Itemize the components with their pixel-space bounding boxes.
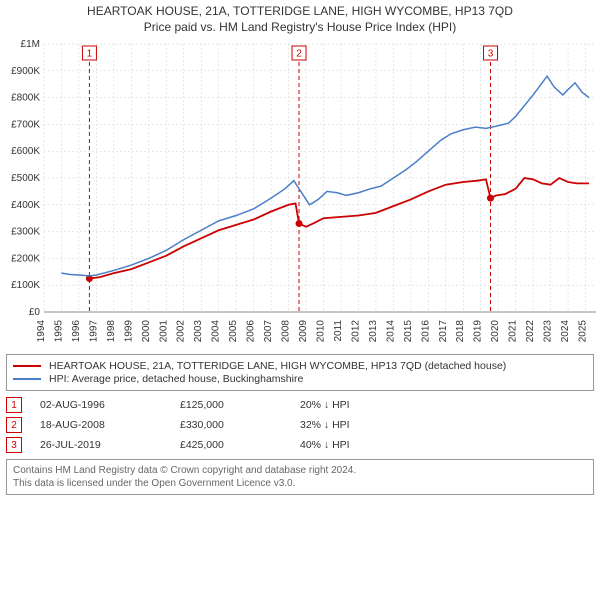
x-tick-label: 2007 — [263, 320, 274, 343]
event-delta: 32% ↓ HPI — [300, 419, 350, 431]
legend-label: HEARTOAK HOUSE, 21A, TOTTERIDGE LANE, HI… — [49, 360, 506, 372]
y-tick-label: £900K — [11, 66, 40, 77]
footer-line-1: Contains HM Land Registry data © Crown c… — [13, 464, 587, 477]
x-tick-label: 2014 — [385, 320, 396, 343]
x-tick-label: 2005 — [228, 320, 239, 343]
x-tick-label: 2011 — [333, 320, 344, 342]
chart-area: £0 £100K £200K £300K £400K £500K £600K £700K £80… — [0, 40, 600, 350]
x-tick-label: 2009 — [298, 320, 309, 343]
x-tick-label: 2006 — [246, 320, 257, 343]
chart-title: HEARTOAK HOUSE, 21A, TOTTERIDGE LANE, HI… — [0, 4, 600, 18]
x-tick-label: 2013 — [368, 320, 379, 343]
x-tick-label: 2016 — [420, 320, 431, 343]
x-tick-label: 2021 — [508, 320, 519, 343]
event-date: 02-AUG-1996 — [40, 399, 180, 411]
x-tick-label: 2002 — [176, 320, 187, 343]
y-tick-label: £600K — [11, 146, 40, 157]
y-tick-label: £0 — [29, 307, 41, 318]
x-tick-label: 2001 — [158, 320, 169, 343]
x-tick-label: 2008 — [281, 320, 292, 343]
y-tick-label: £1M — [21, 40, 40, 50]
y-tick-label: £200K — [11, 253, 40, 264]
event-price: £425,000 — [180, 439, 300, 451]
x-tick-label: 2003 — [193, 320, 204, 343]
x-tick-label: 1999 — [123, 320, 134, 343]
y-tick-label: £700K — [11, 119, 40, 130]
event-date: 18-AUG-2008 — [40, 419, 180, 431]
legend-swatch — [13, 378, 41, 380]
title-block: HEARTOAK HOUSE, 21A, TOTTERIDGE LANE, HI… — [0, 4, 600, 34]
x-tick-label: 1995 — [53, 320, 64, 343]
x-tick-label: 2020 — [490, 320, 501, 343]
attribution-footer: Contains HM Land Registry data © Crown c… — [6, 459, 594, 495]
event-row: 2 18-AUG-2008£330,00032% ↓ HPI — [6, 417, 594, 433]
x-tick-label: 2019 — [473, 320, 484, 343]
event-marker-number: 3 — [488, 49, 494, 60]
x-tick-label: 2022 — [525, 320, 536, 343]
x-tick-label: 2000 — [141, 320, 152, 343]
y-tick-label: £800K — [11, 93, 40, 104]
x-tick-label: 1997 — [88, 320, 99, 343]
y-tick-label: £100K — [11, 280, 40, 291]
x-tick-label: 1998 — [106, 320, 117, 343]
event-date: 26-JUL-2019 — [40, 439, 180, 451]
event-price: £330,000 — [180, 419, 300, 431]
event-row: 1 02-AUG-1996£125,00020% ↓ HPI — [6, 397, 594, 413]
event-delta: 20% ↓ HPI — [300, 399, 350, 411]
x-tick-label: 2015 — [403, 320, 414, 343]
x-tick-label: 2018 — [455, 320, 466, 343]
x-tick-label: 2010 — [315, 320, 326, 343]
event-marker-number: 1 — [87, 49, 93, 60]
y-tick-label: £400K — [11, 200, 40, 211]
events-table: 1 02-AUG-1996£125,00020% ↓ HPI 2 18-AUG-200… — [6, 397, 594, 453]
chart-subtitle: Price paid vs. HM Land Registry's House … — [0, 20, 600, 34]
series-marker — [487, 195, 494, 202]
event-marker: 3 — [6, 437, 22, 453]
legend: HEARTOAK HOUSE, 21A, TOTTERIDGE LANE, HI… — [6, 354, 594, 391]
x-tick-label: 2024 — [560, 320, 571, 343]
legend-swatch — [13, 365, 41, 367]
legend-item: HEARTOAK HOUSE, 21A, TOTTERIDGE LANE, HI… — [13, 360, 587, 372]
x-tick-label: 1994 — [36, 320, 47, 343]
y-tick-label: £500K — [11, 173, 40, 184]
event-row: 3 26-JUL-2019£425,00040% ↓ HPI — [6, 437, 594, 453]
x-tick-label: 2012 — [350, 320, 361, 343]
x-tick-label: 2017 — [438, 320, 449, 343]
line-chart: £0 £100K £200K £300K £400K £500K £600K £700K £80… — [0, 40, 600, 350]
series-marker — [296, 220, 303, 227]
event-marker: 1 — [6, 397, 22, 413]
y-tick-label: £300K — [11, 227, 40, 238]
x-tick-label: 2025 — [578, 320, 589, 343]
event-price: £125,000 — [180, 399, 300, 411]
event-delta: 40% ↓ HPI — [300, 439, 350, 451]
x-tick-label: 2023 — [543, 320, 554, 343]
legend-label: HPI: Average price, detached house, Buck… — [49, 373, 303, 385]
event-marker: 2 — [6, 417, 22, 433]
x-tick-label: 1996 — [71, 320, 82, 343]
x-tick-label: 2004 — [211, 320, 222, 343]
legend-item: HPI: Average price, detached house, Buck… — [13, 373, 587, 385]
event-marker-number: 2 — [296, 49, 302, 60]
footer-line-2: This data is licensed under the Open Gov… — [13, 477, 587, 490]
